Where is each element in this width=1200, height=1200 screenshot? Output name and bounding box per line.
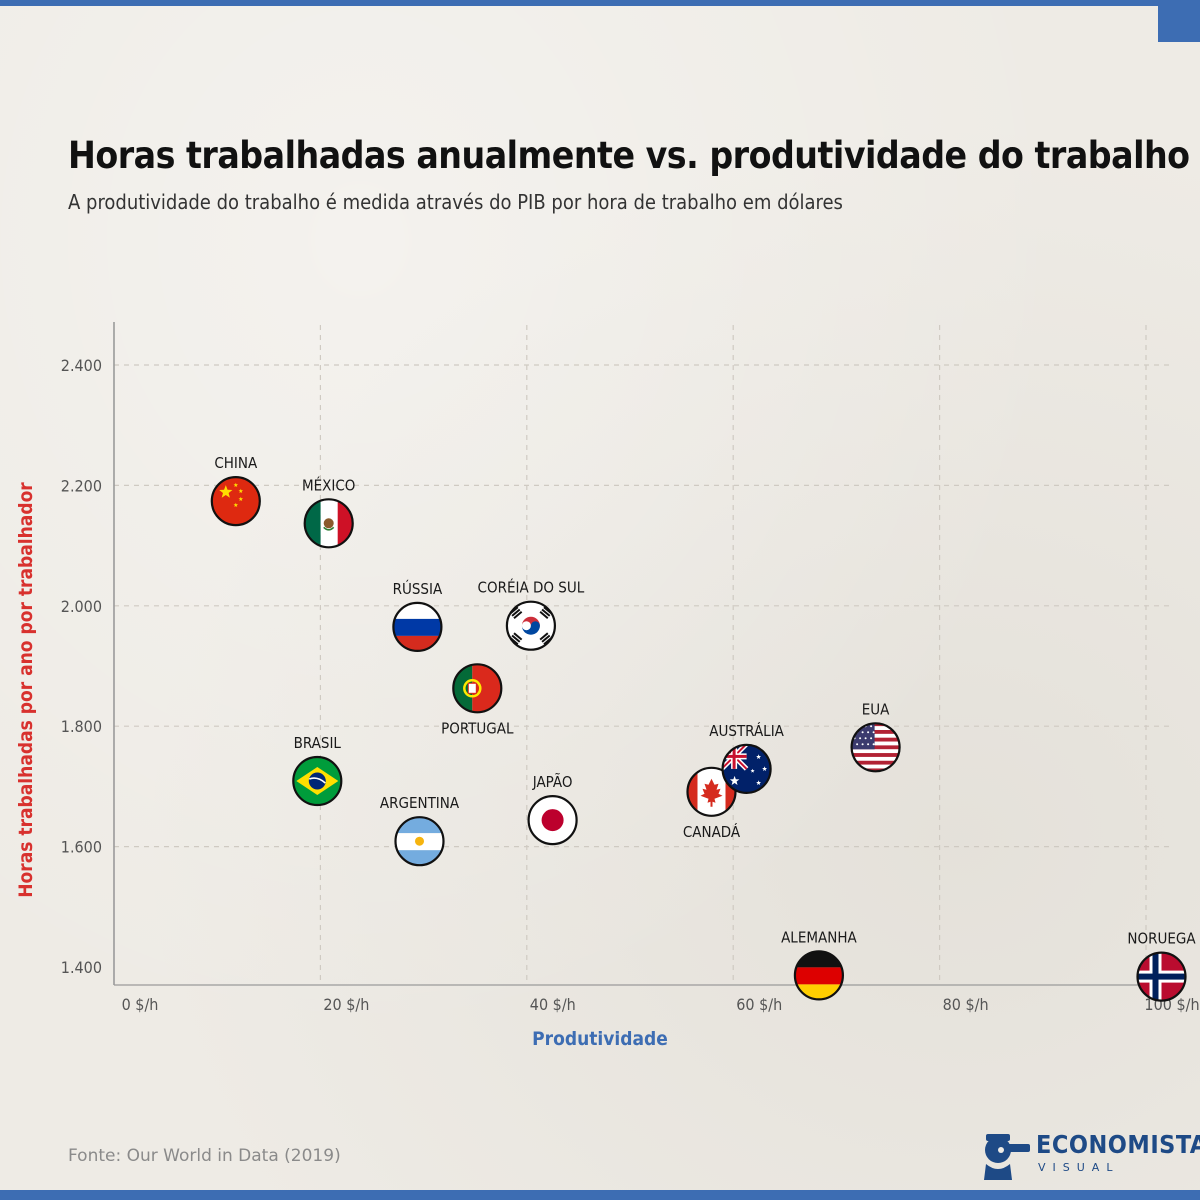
- page-title: Horas trabalhadas anualmente vs. produti…: [68, 134, 1190, 177]
- y-tick-label: 1.800: [61, 717, 102, 736]
- corner-accent-tab: [1158, 0, 1200, 42]
- data-point-portugal: [452, 663, 503, 714]
- point-label: MÉXICO: [302, 475, 355, 494]
- x-tick-label: 80 $/h: [943, 995, 989, 1014]
- point-label: RÚSSIA: [393, 579, 443, 598]
- economista-visual-logo: ECONOMISTA VISUAL: [978, 1124, 1200, 1180]
- brazil-flag-icon: [293, 757, 342, 805]
- canada-flag-icon: [687, 767, 736, 816]
- point-label: CANADÁ: [683, 822, 741, 841]
- logo-subword: VISUAL: [1038, 1161, 1120, 1174]
- norway-flag-icon: [1137, 952, 1186, 1001]
- marker-outline: [394, 816, 445, 867]
- axes: 1.400 1.600 1.800 2.000 2.200 2.400 0 $/h 20 $/…: [15, 322, 1200, 1050]
- x-tick-label: 20 $/h: [323, 995, 369, 1014]
- marker-outline: [721, 743, 772, 795]
- data-point-germany: [793, 950, 845, 1001]
- point-label: CHINA: [214, 454, 258, 472]
- point-label: BRASIL: [294, 734, 342, 752]
- data-point-china: [210, 476, 261, 527]
- y-tick-label: 1.400: [61, 958, 102, 977]
- usa-flag-icon: [851, 723, 900, 772]
- data-point-argentina: [394, 816, 445, 867]
- data-point-south-korea: [505, 600, 557, 651]
- bottom-accent-bar: [0, 1190, 1200, 1200]
- south-korea-flag-icon: [506, 601, 555, 650]
- china-flag-icon: [211, 477, 260, 526]
- marker-outline: [292, 755, 343, 807]
- data-point-brazil: [292, 755, 343, 807]
- x-tick-label: 0 $/h: [122, 995, 159, 1014]
- marker-outline: [1136, 951, 1187, 1002]
- y-tick-label: 2.200: [61, 476, 102, 495]
- point-label: JAPÃO: [532, 772, 573, 791]
- y-tick-label: 2.000: [61, 597, 102, 616]
- logo-word: ECONOMISTA: [1036, 1130, 1200, 1159]
- spyglass-man-icon: [984, 1134, 1030, 1180]
- japan-flag-icon: [528, 796, 577, 845]
- data-point-australia: [721, 743, 772, 795]
- marker-outline: [452, 663, 503, 714]
- point-label: PORTUGAL: [441, 719, 514, 737]
- marker-outline: [210, 476, 261, 527]
- point-label: ALEMANHA: [781, 928, 857, 946]
- point-label: ARGENTINA: [380, 794, 460, 812]
- data-point-canada: [686, 766, 737, 817]
- point-label: NORUEGA: [1127, 930, 1196, 948]
- point-label: EUA: [862, 700, 890, 718]
- page-subtitle: A produtividade do trabalho é medida atr…: [68, 190, 843, 214]
- data-point-usa: [850, 722, 901, 773]
- data-point-japan: [527, 794, 578, 846]
- top-accent-bar: [0, 0, 1200, 6]
- x-axis-title: Produtividade: [532, 1028, 668, 1050]
- y-tick-label: 1.600: [61, 838, 102, 857]
- grid-lines: [114, 325, 1170, 985]
- source-note: Fonte: Our World in Data (2019): [68, 1146, 341, 1166]
- marker-outline: [527, 794, 578, 846]
- x-tick-label: 60 $/h: [736, 995, 782, 1014]
- data-point-mexico: [303, 498, 354, 549]
- y-axis-title: Horas trabalhadas por ano por trabalhado…: [15, 482, 37, 898]
- marker-outline: [793, 950, 845, 1001]
- point-label: CORÉIA DO SUL: [478, 578, 585, 597]
- marker-outline: [505, 600, 557, 651]
- marker-outline: [850, 722, 901, 773]
- data-point-norway: [1136, 951, 1187, 1002]
- point-label: AUSTRÁLIA: [709, 721, 784, 740]
- data-point-russia: [392, 601, 443, 653]
- x-tick-label: 40 $/h: [530, 995, 576, 1014]
- y-tick-label: 2.400: [61, 356, 102, 375]
- marker-outline: [686, 766, 737, 817]
- marker-outline: [392, 601, 443, 653]
- data-points: CHINA MÉXICO RÚSSIA CORÉIA DO SUL PORTUGAL BR…: [210, 454, 1196, 1002]
- australia-flag-icon: [722, 744, 771, 793]
- marker-outline: [303, 498, 354, 549]
